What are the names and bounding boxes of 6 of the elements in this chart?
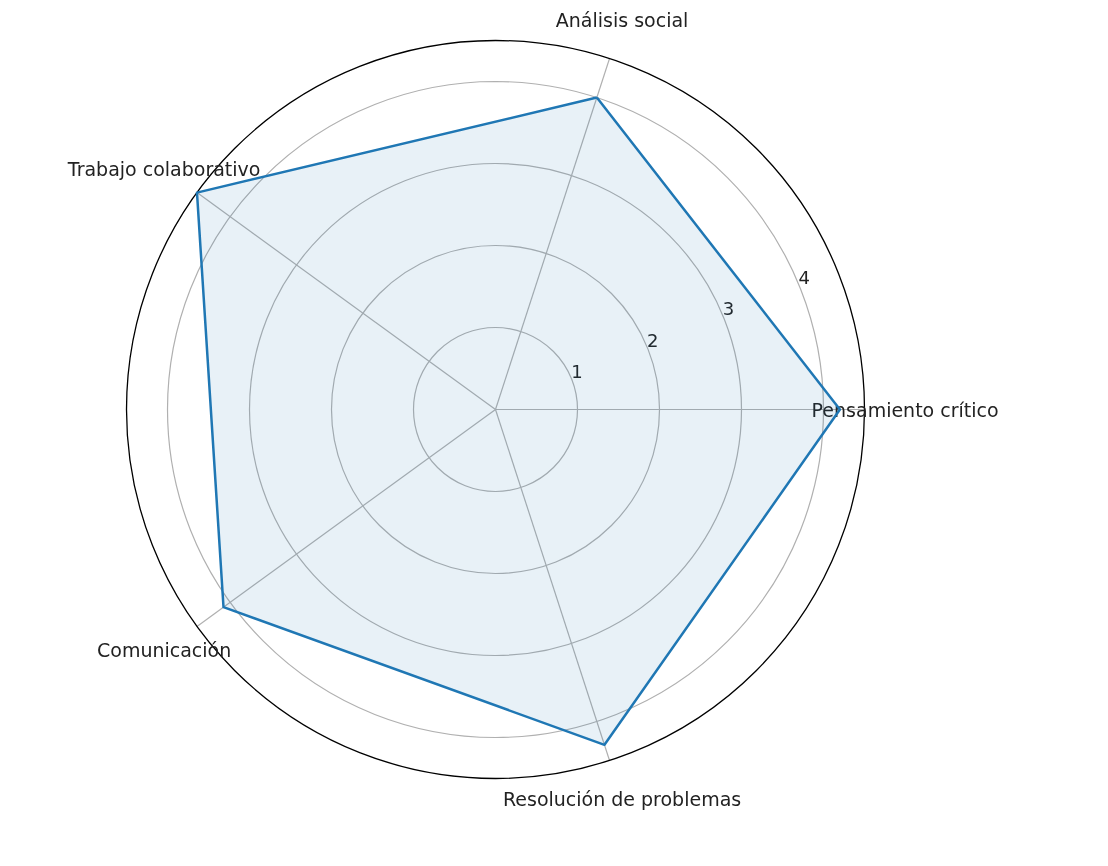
y-tick-label: 2 (647, 329, 659, 351)
y-tick-label: 1 (571, 361, 583, 383)
y-tick-label: 4 (798, 266, 810, 288)
spoke-label: Resolución de problemas (502, 788, 742, 811)
y-tick-label: 3 (722, 298, 735, 320)
spoke-label: Análisis social (555, 8, 689, 31)
